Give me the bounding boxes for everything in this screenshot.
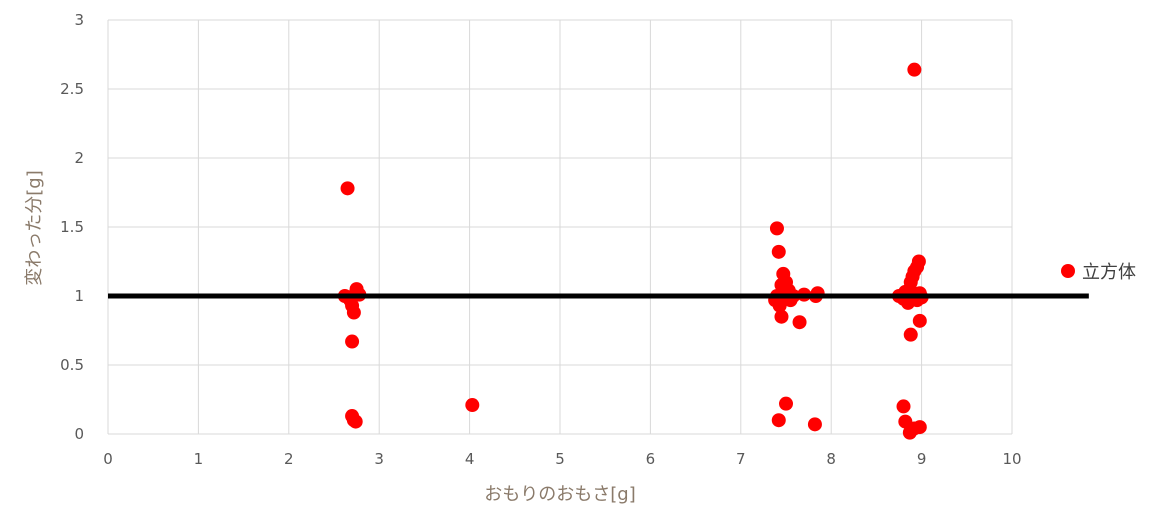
x-tick-label-4: 4: [465, 450, 475, 468]
x-tick-label-5: 5: [555, 450, 565, 468]
x-tick-label-2: 2: [284, 450, 294, 468]
legend-marker: [1061, 264, 1075, 278]
legend: 立方体: [1061, 262, 1136, 283]
x-tick-label-3: 3: [374, 450, 384, 468]
data-point-0-50: [912, 313, 927, 328]
data-point-0-31: [771, 413, 786, 428]
data-point-0-44: [911, 254, 926, 269]
data-point-0-8: [345, 334, 360, 349]
data-point-0-55: [912, 420, 927, 435]
data-point-0-34: [907, 62, 922, 77]
y-tick-label-1: 0.5: [60, 356, 84, 374]
y-tick-label-0: 0: [74, 425, 84, 443]
x-tick-label-7: 7: [736, 450, 746, 468]
data-point-0-32: [779, 396, 793, 411]
y-tick-label-4: 2: [74, 149, 84, 167]
data-point-0-11: [348, 414, 363, 429]
data-point-0-33: [807, 417, 822, 432]
data-point-0-13: [769, 221, 784, 236]
x-tick-label-1: 1: [194, 450, 204, 468]
x-tick-label-10: 10: [1002, 450, 1021, 468]
legend-label: 立方体: [1082, 262, 1136, 283]
data-point-0-22: [774, 309, 789, 324]
x-tick-labels: 0 1 2 3 4 5 6 7 8 9 10: [103, 450, 1021, 468]
x-axis-title: おもりのおもさ[g]: [484, 484, 635, 505]
x-tick-label-9: 9: [917, 450, 927, 468]
data-point-0-14: [771, 244, 786, 259]
y-tick-label-2: 1: [74, 287, 84, 305]
y-tick-label-6: 3: [74, 11, 84, 29]
data-point-0-49: [903, 327, 918, 342]
y-axis-title: 変わった分[g]: [24, 170, 45, 285]
x-tick-label-6: 6: [646, 450, 656, 468]
data-point-0-27: [792, 315, 807, 330]
y-tick-label-5: 2.5: [60, 80, 84, 98]
data-point-0-4: [346, 305, 361, 320]
x-tick-label-8: 8: [826, 450, 836, 468]
data-point-0-51: [896, 399, 911, 414]
data-point-0-12: [465, 398, 480, 413]
x-tick-label-0: 0: [103, 450, 113, 468]
data-point-0-0: [340, 181, 355, 196]
y-tick-label-3: 1.5: [60, 218, 84, 236]
y-tick-labels: 0 0.5 1 1.5 2 2.5 3: [60, 11, 84, 443]
